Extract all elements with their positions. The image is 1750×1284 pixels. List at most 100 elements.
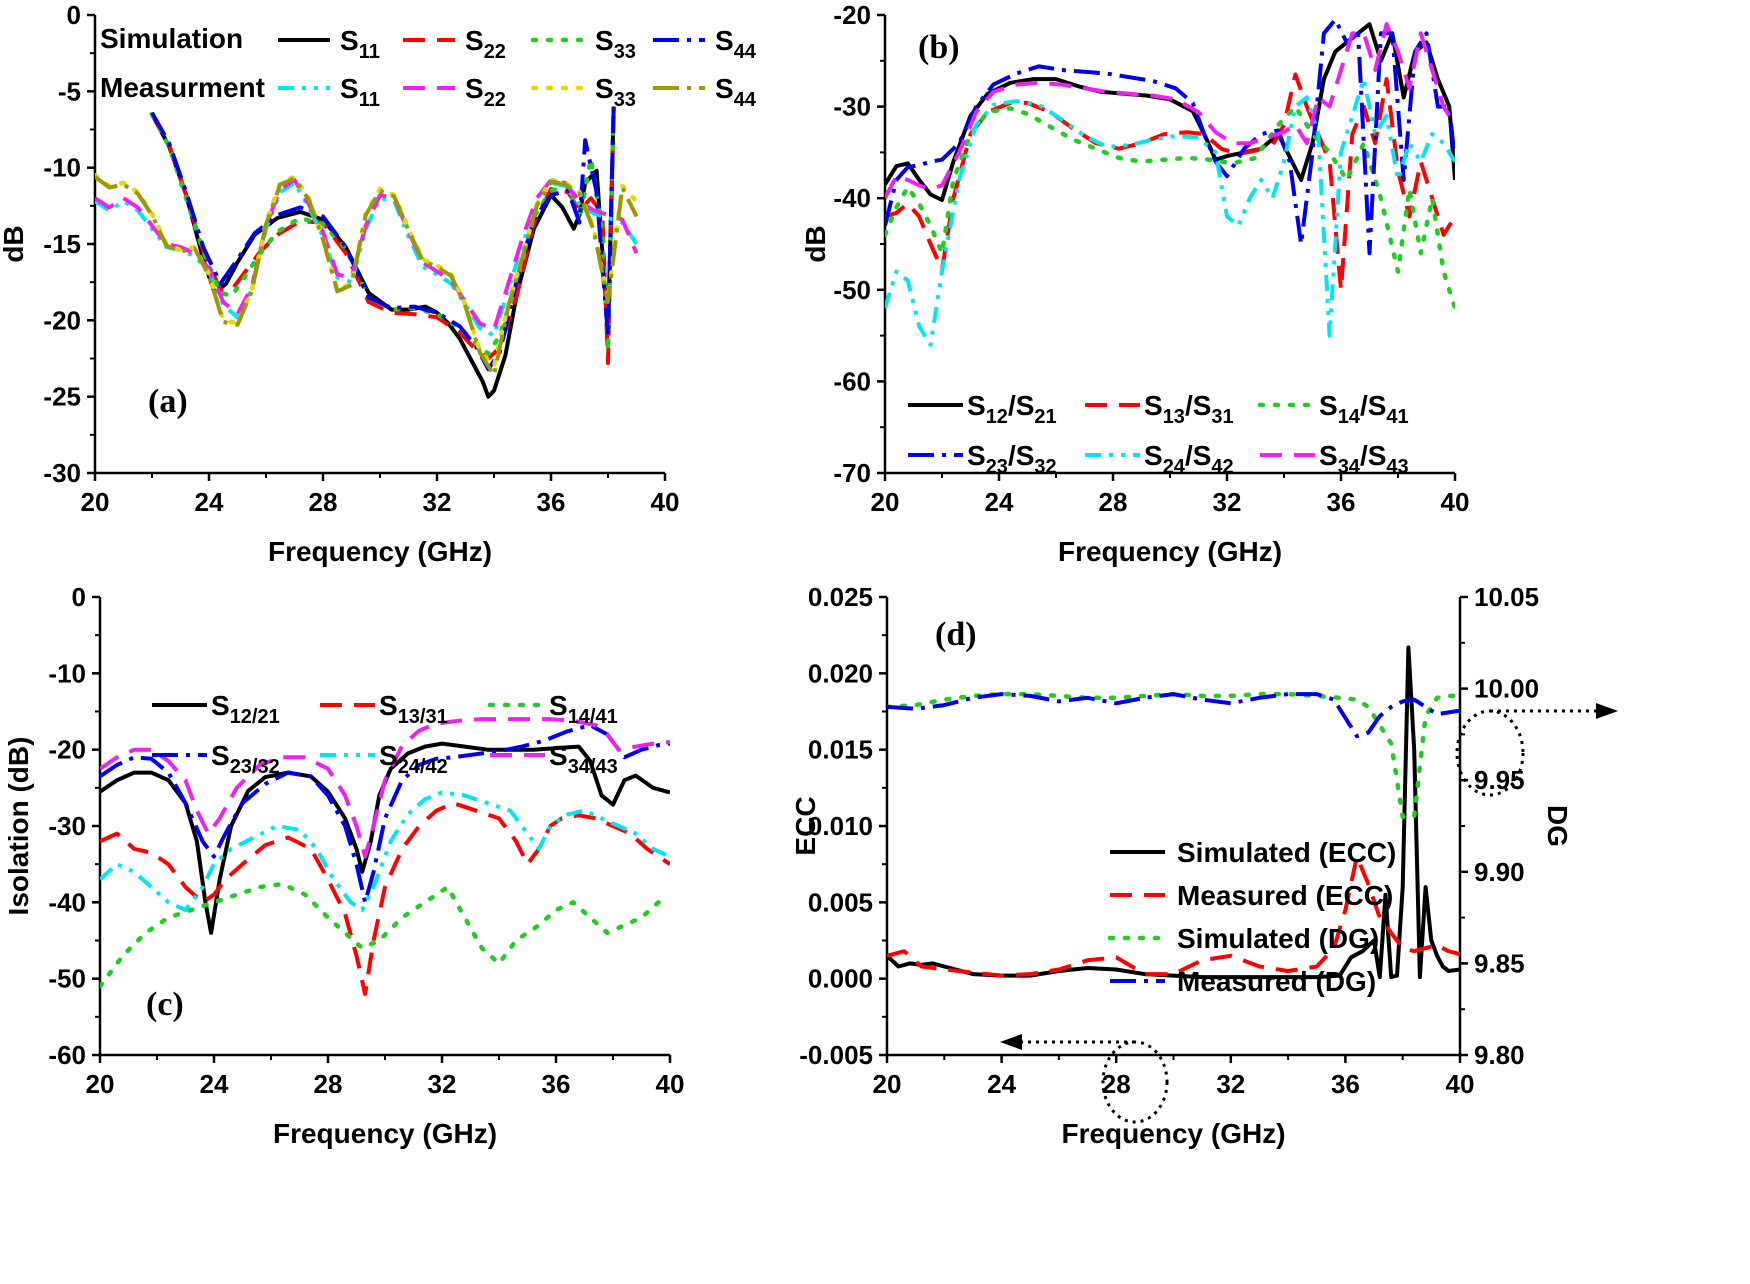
x-tick-label: 20 [81, 487, 110, 517]
legend-entry: S11 [278, 25, 380, 63]
legend-label: S11 [340, 73, 380, 111]
y-tick-label: 0.000 [808, 964, 873, 994]
x-tick-label: 20 [871, 487, 900, 517]
x-tick-label: 36 [1331, 1069, 1360, 1099]
series-layer [100, 717, 670, 996]
series-line-6 [100, 717, 670, 859]
legend-entry: S22 [403, 25, 506, 63]
legend-label: S14/S41 [1319, 390, 1409, 428]
series-line-3 [885, 104, 1455, 311]
y-right-tick-label: 9.90 [1474, 857, 1525, 887]
legend-label: S13/S31 [1144, 390, 1234, 428]
x-tick-label: 36 [542, 1069, 571, 1099]
legend-label: Measured (DG) [1177, 966, 1376, 997]
legend-entry: S33 [530, 25, 636, 63]
y-right-tick-label: 9.95 [1474, 765, 1525, 795]
y-tick-label: 0.010 [808, 811, 873, 841]
series-line-4 [150, 106, 616, 372]
x-axis-label: Frequency (GHz) [1058, 536, 1282, 567]
y-axis-label: dB [0, 225, 29, 262]
x-tick-label: 20 [873, 1069, 902, 1099]
x-tick-label: 24 [987, 1069, 1016, 1099]
legend-label: S12/21 [211, 690, 280, 728]
y-axis-label: dB [800, 225, 831, 262]
y-tick-label: -20 [48, 735, 86, 765]
legend-entry: S23/32 [152, 740, 280, 778]
x-axis-label: Frequency (GHz) [1061, 1118, 1285, 1149]
x-tick-label: 32 [1213, 487, 1242, 517]
legend-label: Simulated (DG) [1177, 923, 1379, 954]
legend-label: Measured (ECC) [1177, 880, 1393, 911]
series-line-1 [150, 106, 616, 399]
y-tick-label: -60 [48, 1040, 86, 1070]
x-tick-label: 32 [423, 487, 452, 517]
y-tick-label: 0 [67, 0, 81, 30]
legend-entry: S23/S32 [908, 440, 1057, 478]
legend-entry: S13/31 [320, 690, 448, 728]
series-line-2 [885, 72, 1455, 292]
y-tick-label: -15 [43, 229, 81, 259]
x-tick-label: 28 [1099, 487, 1128, 517]
series-line-4 [887, 692, 1460, 739]
legend-entry: S12/21 [152, 690, 280, 728]
y-right-tick-label: 10.00 [1474, 674, 1539, 704]
y-tick-label: 0 [72, 582, 86, 612]
x-tick-label: 40 [1441, 487, 1470, 517]
series-line-2 [150, 106, 616, 366]
x-tick-label: 24 [195, 487, 224, 517]
series-line-2 [100, 801, 670, 996]
legend-label: S14/41 [549, 690, 618, 728]
legend-label: S23/32 [211, 740, 280, 778]
legend-label: S22 [465, 25, 506, 63]
y-tick-label: 0.020 [808, 658, 873, 688]
x-tick-label: 40 [1446, 1069, 1475, 1099]
y-tick-label: -25 [43, 382, 81, 412]
x-tick-label: 20 [86, 1069, 115, 1099]
x-tick-label: 32 [428, 1069, 457, 1099]
y-axis-label: Isolation (dB) [3, 737, 34, 916]
legend-entry: S24/S42 [1085, 440, 1234, 478]
x-axis-label: Frequency (GHz) [273, 1118, 497, 1149]
chart-panel-4: 20 24 28 32 36 40 0.025 0.020 0.015 0.010 0.005 0.0… [790, 582, 1618, 1149]
x-tick-label: 36 [1327, 487, 1356, 517]
x-tick-label: 28 [1102, 1069, 1131, 1099]
y-tick-label: -30 [48, 811, 86, 841]
y-tick-label: -0.005 [799, 1040, 873, 1070]
y-tick-label: 0.015 [808, 735, 873, 765]
series-line-3 [100, 881, 670, 989]
legend-entry: S11 [278, 73, 380, 111]
series-line-8 [95, 175, 639, 378]
y-tick-label: -50 [48, 964, 86, 994]
legend-entry: Simulated (DG) [1107, 923, 1379, 954]
legend-entry: S24/42 [320, 740, 448, 778]
legend-entry: Measured (DG) [1110, 966, 1376, 997]
series-layer [95, 104, 639, 399]
chart-panel-3: 20 24 28 32 36 40 0 -10 -20 -30 -40 -50 -60 Frequency… [3, 582, 684, 1149]
legend-entry: S44 [653, 25, 757, 63]
y-tick-label: 0.005 [808, 887, 873, 917]
y-axis-right-label: DG [1542, 805, 1573, 847]
legend-group-label: Measurment [100, 72, 265, 103]
y-tick-label: -10 [48, 658, 86, 688]
arrow-right-head [1596, 703, 1618, 719]
legend-entry: Measured (ECC) [1110, 880, 1393, 911]
y-tick-label: -30 [833, 92, 871, 122]
series-line-5 [95, 180, 639, 338]
legend-label: S11 [340, 25, 380, 63]
y-right-tick-label: 10.05 [1474, 582, 1539, 612]
x-tick-label: 36 [537, 487, 566, 517]
x-tick-label: 40 [656, 1069, 685, 1099]
y-axis-label: ECC [790, 796, 821, 855]
legend-label: S44 [715, 25, 757, 63]
legend-label: S22 [465, 73, 506, 111]
legend-label: S34/43 [549, 740, 618, 778]
chart-panel-1: 20 24 28 32 36 40 0 -5 -10 -15 -20 -25 -30 Frequency … [0, 0, 757, 567]
legend-label: S44 [715, 73, 757, 111]
legend-entry: S44 [653, 73, 757, 111]
chart-panel-2: 20 24 28 32 36 40 -20 -30 -40 -50 -60 -70 Frequency … [800, 0, 1469, 567]
series-line-5 [100, 790, 670, 912]
series-line-4 [100, 723, 670, 905]
legend-label: S24/42 [379, 740, 448, 778]
y-tick-label: -40 [48, 887, 86, 917]
